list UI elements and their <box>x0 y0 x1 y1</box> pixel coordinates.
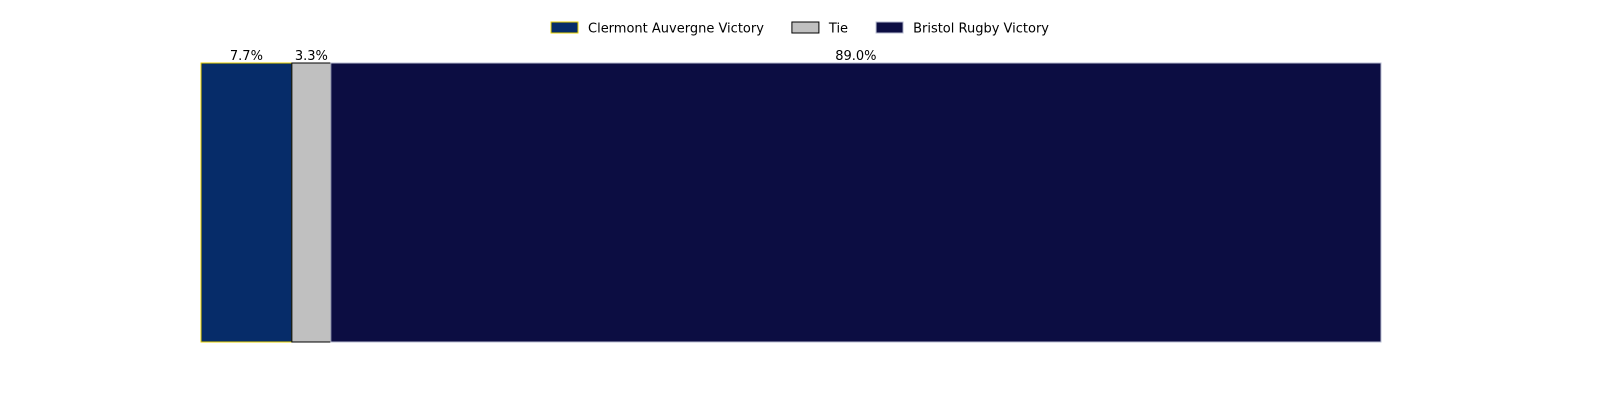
stacked-bar <box>200 62 1382 343</box>
legend-item-tie: Tie <box>791 21 848 37</box>
bar-segment-bristol-rugby-victory <box>330 62 1382 343</box>
legend-item-clermont-auvergne-victory: Clermont Auvergne Victory <box>550 21 764 37</box>
legend-swatch-bristol-rugby-victory <box>875 21 904 34</box>
data-labels: 7.7% 3.3% 89.0% <box>230 49 877 64</box>
legend-item-bristol-rugby-victory: Bristol Rugby Victory <box>875 21 1049 37</box>
data-label-tie: 3.3% <box>295 49 328 64</box>
legend-swatch-clermont-auvergne-victory <box>550 21 579 34</box>
legend-label-bristol-rugby-victory: Bristol Rugby Victory <box>913 22 1049 37</box>
legend-swatch-tie <box>791 21 820 34</box>
legend: Clermont Auvergne Victory Tie Bristol Rugb… <box>550 21 1049 37</box>
bar-segment-clermont-auvergne-victory <box>200 62 293 343</box>
data-label-bristol-rugby-victory: 89.0% <box>835 49 876 64</box>
legend-label-clermont-auvergne-victory: Clermont Auvergne Victory <box>588 22 764 37</box>
data-label-clermont-auvergne-victory: 7.7% <box>230 49 263 64</box>
legend-label-tie: Tie <box>828 22 848 37</box>
bar-segment-tie <box>291 62 332 343</box>
